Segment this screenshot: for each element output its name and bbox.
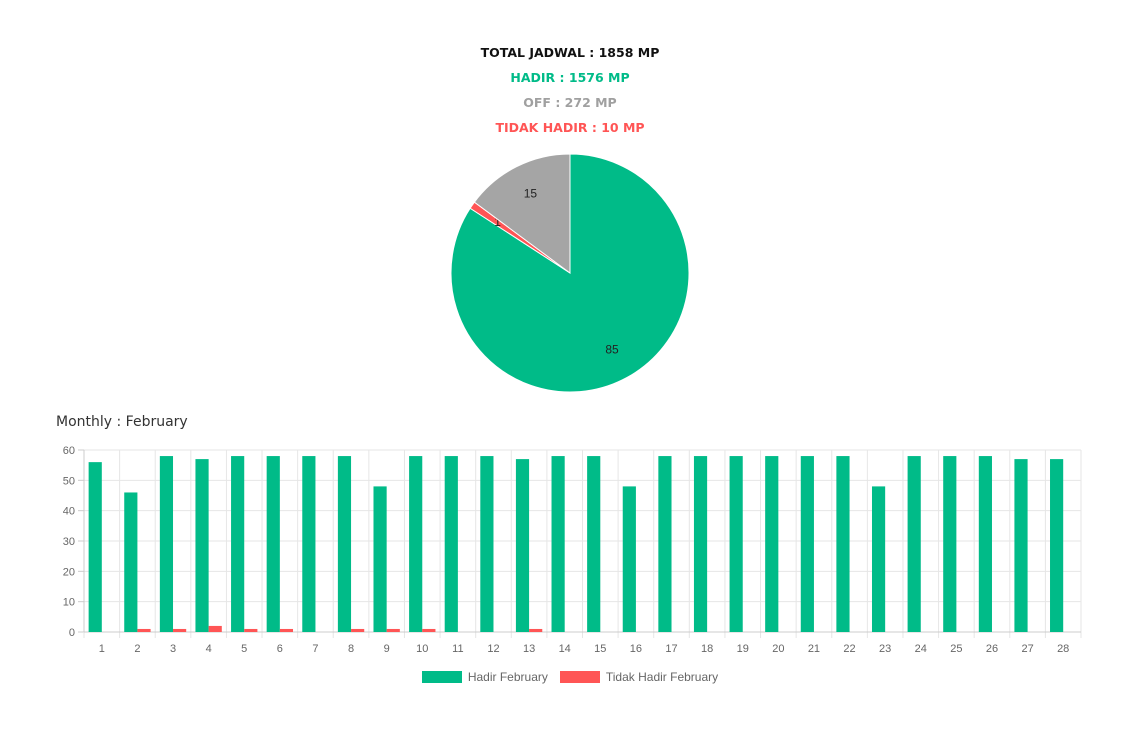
bar-hadir-3[interactable] [159, 456, 174, 632]
monthly-title: Monthly : February [56, 414, 188, 430]
x-tick-label-22: 22 [843, 643, 855, 655]
bar-hadir-21[interactable] [800, 456, 814, 632]
y-tick-label-4: 40 [63, 506, 75, 518]
bar-hadir-17[interactable] [658, 456, 672, 632]
bar-hadir-5[interactable] [231, 456, 245, 632]
bar-hadir-9[interactable] [373, 486, 387, 632]
legend-swatch-hadir [421, 671, 462, 683]
bar-hadir-26[interactable] [978, 456, 992, 632]
bar-tidak-hadir-6[interactable] [279, 628, 294, 632]
attendance-pie-chart: 85 1 15 [450, 153, 690, 393]
bar-tidak-hadir-4[interactable] [208, 625, 222, 632]
pie-label-2: 15 [524, 187, 538, 201]
pie-label-1: 1 [494, 215, 501, 229]
tidak-hadir-label: TIDAK HADIR : 10 MP [495, 120, 645, 135]
y-tick-label-6: 60 [63, 445, 75, 457]
legend-item-hadir[interactable]: Hadir February [421, 670, 548, 684]
x-tick-label-4: 4 [206, 643, 212, 655]
x-tick-label-21: 21 [808, 643, 820, 655]
x-tick-label-1: 1 [99, 643, 105, 655]
x-tick-label-13: 13 [523, 643, 535, 655]
x-tick-label-14: 14 [559, 643, 571, 655]
bar-hadir-20[interactable] [765, 456, 779, 632]
x-tick-label-11: 11 [452, 643, 463, 655]
x-tick-label-2: 2 [134, 643, 140, 655]
x-tick-label-28: 28 [1057, 643, 1069, 655]
legend-item-tidak-hadir[interactable]: Tidak Hadir February [559, 670, 719, 684]
x-tick-label-24: 24 [915, 643, 927, 655]
bar-hadir-14[interactable] [551, 456, 565, 632]
hadir-label: HADIR : 1576 MP [510, 70, 630, 85]
y-tick-label-5: 50 [63, 475, 75, 487]
bar-tidak-hadir-3[interactable] [173, 628, 187, 632]
y-tick-label-3: 30 [63, 536, 75, 548]
bar-hadir-15[interactable] [587, 456, 601, 632]
bar-legend: Hadir February Tidak Hadir February [0, 670, 1140, 684]
x-tick-label-18: 18 [701, 643, 713, 655]
x-tick-label-26: 26 [986, 643, 998, 655]
bar-tidak-hadir-8[interactable] [351, 628, 365, 632]
legend-label-hadir: Hadir February [467, 670, 548, 684]
y-tick-label-0: 0 [69, 627, 75, 639]
pie-slice-2[interactable] [473, 153, 571, 274]
bar-tidak-hadir-2[interactable] [137, 628, 151, 632]
bar-tidak-hadir-10[interactable] [422, 628, 436, 632]
x-tick-label-9: 9 [384, 643, 390, 655]
x-tick-label-23: 23 [879, 643, 891, 655]
x-tick-label-6: 6 [277, 643, 283, 655]
bar-hadir-2[interactable] [124, 492, 138, 632]
bar-hadir-6[interactable] [266, 456, 280, 632]
bar-hadir-12[interactable] [480, 456, 494, 632]
off-label: OFF : 272 MP [523, 95, 617, 110]
x-tick-label-15: 15 [594, 643, 606, 655]
bar-hadir-8[interactable] [337, 456, 352, 632]
x-tick-label-19: 19 [737, 643, 749, 655]
bar-hadir-25[interactable] [943, 456, 957, 632]
pie-label-0: 85 [605, 343, 619, 357]
x-tick-label-7: 7 [312, 643, 318, 655]
x-tick-label-27: 27 [1021, 643, 1033, 655]
bar-hadir-18[interactable] [693, 456, 708, 632]
legend-swatch-tidak-hadir [559, 671, 600, 683]
bar-hadir-1[interactable] [88, 462, 102, 632]
bar-hadir-28[interactable] [1050, 459, 1064, 632]
bar-hadir-22[interactable] [836, 456, 850, 632]
bar-hadir-23[interactable] [871, 486, 886, 632]
bar-hadir-27[interactable] [1014, 459, 1028, 632]
bar-tidak-hadir-5[interactable] [244, 628, 258, 632]
y-tick-label-1: 10 [63, 597, 75, 609]
bar-hadir-4[interactable] [195, 459, 209, 632]
summary-panel: TOTAL JADWAL : 1858 MP HADIR : 1576 MP O… [0, 40, 1140, 140]
x-tick-label-5: 5 [241, 643, 247, 655]
y-tick-label-2: 20 [63, 566, 75, 578]
bar-hadir-7[interactable] [302, 456, 316, 632]
x-tick-label-8: 8 [348, 643, 354, 655]
bar-hadir-13[interactable] [515, 459, 530, 632]
bar-hadir-16[interactable] [622, 486, 636, 632]
x-tick-label-16: 16 [630, 643, 642, 655]
x-tick-label-12: 12 [487, 643, 499, 655]
bar-hadir-11[interactable] [444, 456, 458, 632]
x-tick-label-20: 20 [772, 643, 784, 655]
legend-label-tidak-hadir: Tidak Hadir February [605, 670, 719, 684]
x-tick-label-17: 17 [665, 643, 677, 655]
bar-hadir-19[interactable] [729, 456, 743, 632]
bar-tidak-hadir-9[interactable] [386, 628, 400, 632]
bar-tidak-hadir-13[interactable] [529, 628, 543, 632]
x-tick-label-10: 10 [416, 643, 428, 655]
x-tick-label-3: 3 [170, 643, 176, 655]
bar-hadir-24[interactable] [907, 456, 921, 632]
x-tick-label-25: 25 [950, 643, 962, 655]
bar-hadir-10[interactable] [409, 456, 423, 632]
total-jadwal-label: TOTAL JADWAL : 1858 MP [480, 45, 660, 60]
